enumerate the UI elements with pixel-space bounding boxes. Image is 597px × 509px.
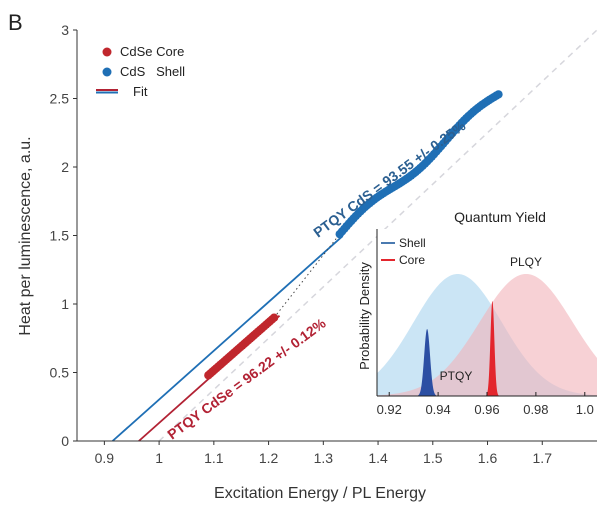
inset-title: Quantum Yield [454, 209, 546, 225]
legend: CdSe Core CdS Shell Fit [96, 44, 185, 99]
y-tick-label: 2 [61, 159, 69, 175]
inset-x-tick-label: 1.0 [576, 402, 594, 417]
panel-label: B [8, 10, 23, 35]
inset-legend-label-core: Core [399, 253, 425, 267]
x-tick-label: 1.1 [204, 450, 224, 466]
legend-label-core: CdSe Core [120, 44, 184, 59]
x-tick-label: 0.9 [95, 450, 115, 466]
inset-x-tick-label: 0.94 [425, 402, 450, 417]
inset-legend-label-shell: Shell [399, 236, 426, 250]
x-tick-labels: 0.9 1 1.1 1.2 1.3 1.4 1.5 1.6 1.7 [95, 450, 553, 466]
x-tick-label: 1.2 [259, 450, 279, 466]
dotted-connector [273, 233, 341, 319]
y-tick-labels: 0 0.5 1 1.5 2 2.5 3 [50, 22, 70, 449]
fit-line-shell [111, 235, 344, 442]
legend-label-shell: CdS Shell [120, 64, 185, 79]
inset-y-axis-title: Probability Density [357, 262, 372, 370]
x-tick-label: 1 [155, 450, 163, 466]
inset-x-tick-label: 0.96 [474, 402, 499, 417]
inset-x-tick-label: 0.92 [377, 402, 402, 417]
inset-label-ptqy: PTQY [440, 369, 473, 383]
inset-frame [376, 229, 597, 397]
y-tick-label: 1 [61, 296, 69, 312]
legend-label-fit: Fit [133, 84, 148, 99]
inset-plot: Quantum Yield 0.92 0.94 0.96 0.98 1.0 Probab… [357, 209, 597, 417]
y-tick-label: 2.5 [50, 91, 70, 107]
main-axes [73, 29, 597, 445]
inset-legend: Shell Core [381, 236, 426, 267]
x-tick-label: 1.4 [368, 450, 388, 466]
inset-broad-distributions [377, 274, 597, 396]
y-tick-label: 3 [61, 22, 69, 38]
y-tick-label: 1.5 [50, 228, 70, 244]
inset-x-tick-labels: 0.92 0.94 0.96 0.98 1.0 [377, 402, 594, 417]
shell-data-point [494, 90, 503, 99]
x-tick-label: 1.3 [314, 450, 334, 466]
inset-label-plqy: PLQY [510, 255, 542, 269]
x-tick-label: 1.6 [478, 450, 498, 466]
x-axis-title: Excitation Energy / PL Energy [214, 485, 426, 502]
inset-plqy-core-area [377, 274, 597, 396]
core-data-point [269, 313, 279, 322]
y-tick-label: 0 [61, 433, 69, 449]
data-points [204, 90, 503, 380]
dotted-connector-line [273, 233, 341, 319]
legend-marker-shell [102, 67, 112, 77]
inset-x-tick-label: 0.98 [523, 402, 548, 417]
x-tick-label: 1.7 [533, 450, 553, 466]
y-axis-title: Heat per luminescence, a.u. [17, 136, 34, 335]
annotation-ptqy-cdse: PTQY CdSe = 96.22 +/- 0.12% [164, 315, 329, 443]
x-tick-label: 1.5 [423, 450, 443, 466]
legend-marker-core [102, 47, 112, 57]
y-tick-label: 0.5 [50, 365, 70, 381]
annotation-ptqy-cds: PTQY CdS = 93.55 +/- 0.25% [310, 117, 469, 240]
